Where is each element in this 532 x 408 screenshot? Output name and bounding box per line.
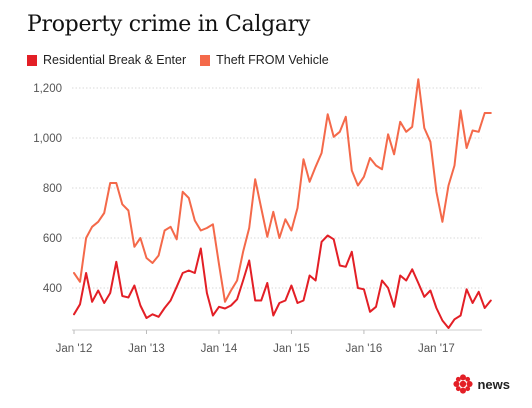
x-tick-label: Jan '12	[56, 343, 93, 355]
y-tick-label: 600	[43, 233, 62, 245]
y-tick-label: 1,200	[33, 83, 62, 95]
legend-item-break-enter: Residential Break & Enter	[27, 53, 186, 67]
x-tick-label: Jan '16	[346, 343, 383, 355]
y-tick-label: 400	[43, 283, 62, 295]
x-tick-label: Jan '15	[273, 343, 310, 355]
chart-legend: Residential Break & Enter Theft FROM Veh…	[27, 53, 343, 67]
legend-swatch-theft-from-vehicle	[200, 54, 211, 66]
x-tick-label: Jan '13	[128, 343, 165, 355]
x-tick-label: Jan '14	[201, 343, 238, 355]
legend-label-break-enter: Residential Break & Enter	[43, 53, 187, 67]
cbc-gem-icon	[453, 374, 474, 394]
series-line-theft-from-vehicle	[73, 78, 492, 303]
brand-name: news	[477, 376, 510, 392]
chart-title: Property crime in Calgary	[27, 12, 311, 37]
brand-logo: news	[453, 374, 510, 394]
y-tick-label: 1,000	[33, 133, 62, 145]
legend-item-theft-from-vehicle: Theft FROM Vehicle	[200, 53, 329, 67]
legend-swatch-break-enter	[27, 54, 37, 66]
legend-label-theft-from-vehicle: Theft FROM Vehicle	[216, 53, 329, 67]
y-tick-label: 800	[43, 183, 62, 195]
series-line-residential-break-enter	[73, 234, 492, 329]
x-tick-label: Jan '17	[418, 343, 455, 355]
